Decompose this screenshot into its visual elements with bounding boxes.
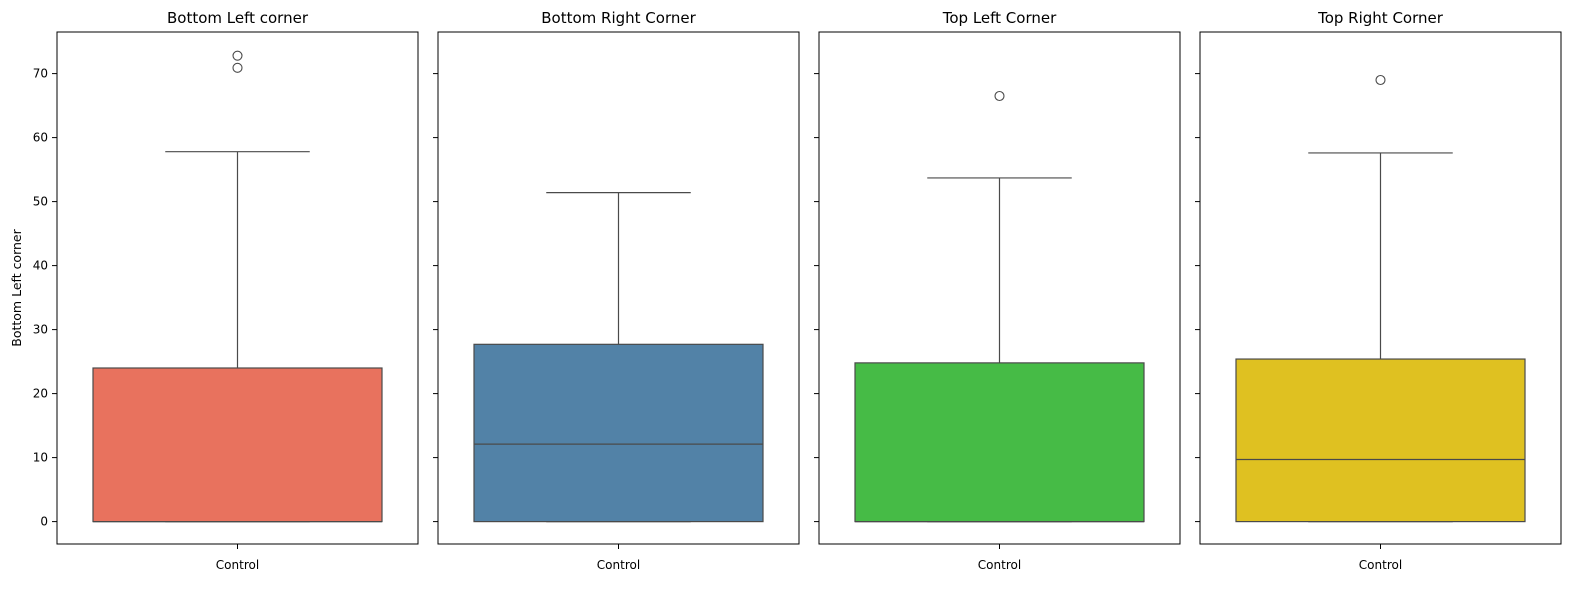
x-tick-label: Control <box>597 558 640 572</box>
box-iqr <box>1235 358 1526 523</box>
panel-title: Bottom Left corner <box>167 9 309 27</box>
y-tick-label: 0 <box>40 515 48 529</box>
y-tick-label: 50 <box>33 195 48 209</box>
outlier-point <box>994 90 1005 102</box>
y-tick-label: 70 <box>33 67 48 81</box>
panel-1: Bottom Left corner Control 0 10 20 30 40 50 60 70 <box>33 9 419 572</box>
box-iqr <box>854 362 1145 523</box>
panel-title: Top Left Corner <box>942 9 1057 27</box>
x-tick-label: Control <box>978 558 1021 572</box>
y-tick-label: 40 <box>33 259 48 273</box>
panel-title: Top Right Corner <box>1317 9 1444 27</box>
panel-4: Top Right Corner Control <box>1195 9 1562 572</box>
outlier-point <box>1375 74 1386 86</box>
box-iqr <box>92 367 383 523</box>
outlier-point <box>232 62 243 73</box>
x-tick-label: Control <box>1359 558 1402 572</box>
panel-2: Bottom Right Corner Control <box>433 9 800 572</box>
y-tick-label: 60 <box>33 131 48 145</box>
panel-title: Bottom Right Corner <box>541 9 696 27</box>
x-tick-label: Control <box>216 558 259 572</box>
outlier-point <box>232 50 243 61</box>
y-tick-label: 20 <box>33 387 48 401</box>
y-tick-label: 10 <box>33 451 48 465</box>
y-axis-label: Bottom Left corner <box>9 228 24 346</box>
box-iqr <box>473 343 764 523</box>
panel-3: Top Left Corner Control <box>814 9 1181 572</box>
y-tick-label: 30 <box>33 323 48 337</box>
